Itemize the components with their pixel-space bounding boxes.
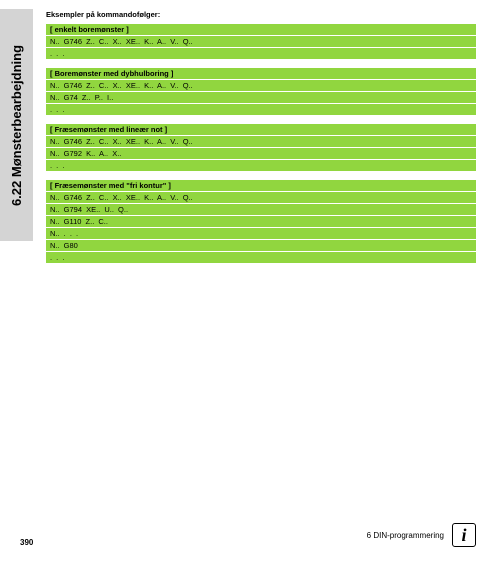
intro-text: Eksempler på kommandofølger: [46,10,476,19]
code-line: N.. G110 Z.. C.. [46,216,476,227]
code-line: N.. G746 Z.. C.. X.. XE.. K.. A.. V.. Q.… [46,80,476,91]
code-line: N.. G74 Z.. P.. I.. [46,92,476,103]
code-line: N.. G792 K.. A.. X.. [46,148,476,159]
section-header: [ Boremønster med dybhulboring ] [46,68,476,79]
code-line: N.. G746 Z.. C.. X.. XE.. K.. A.. V.. Q.… [46,136,476,147]
code-line: N.. G746 Z.. C.. X.. XE.. K.. A.. V.. Q.… [46,192,476,203]
code-line: . . . [46,104,476,115]
code-line: N.. G80 [46,240,476,251]
side-tab: 6.22 Mønsterbearbejdning [0,9,33,241]
chapter-label: 6 DIN-programmering [367,531,444,540]
code-line: N.. G746 Z.. C.. X.. XE.. K.. A.. V.. Q.… [46,36,476,47]
page-footer: 390 6 DIN-programmering i [20,523,476,547]
section-header: [ Fræsemønster med "fri kontur" ] [46,180,476,191]
code-line: . . . [46,48,476,59]
code-line: . . . [46,252,476,263]
code-line: N.. . . . [46,228,476,239]
info-icon: i [452,523,476,547]
code-line: N.. G794 XE.. U.. Q.. [46,204,476,215]
section-header: [ enkelt boremønster ] [46,24,476,35]
main-content: Eksempler på kommandofølger: [ enkelt bo… [46,10,476,264]
page-number: 390 [20,538,33,547]
code-line: . . . [46,160,476,171]
footer-right: 6 DIN-programmering i [367,523,476,547]
section-header: [ Fræsemønster med lineær not ] [46,124,476,135]
side-tab-label: 6.22 Mønsterbearbejdning [9,44,24,205]
